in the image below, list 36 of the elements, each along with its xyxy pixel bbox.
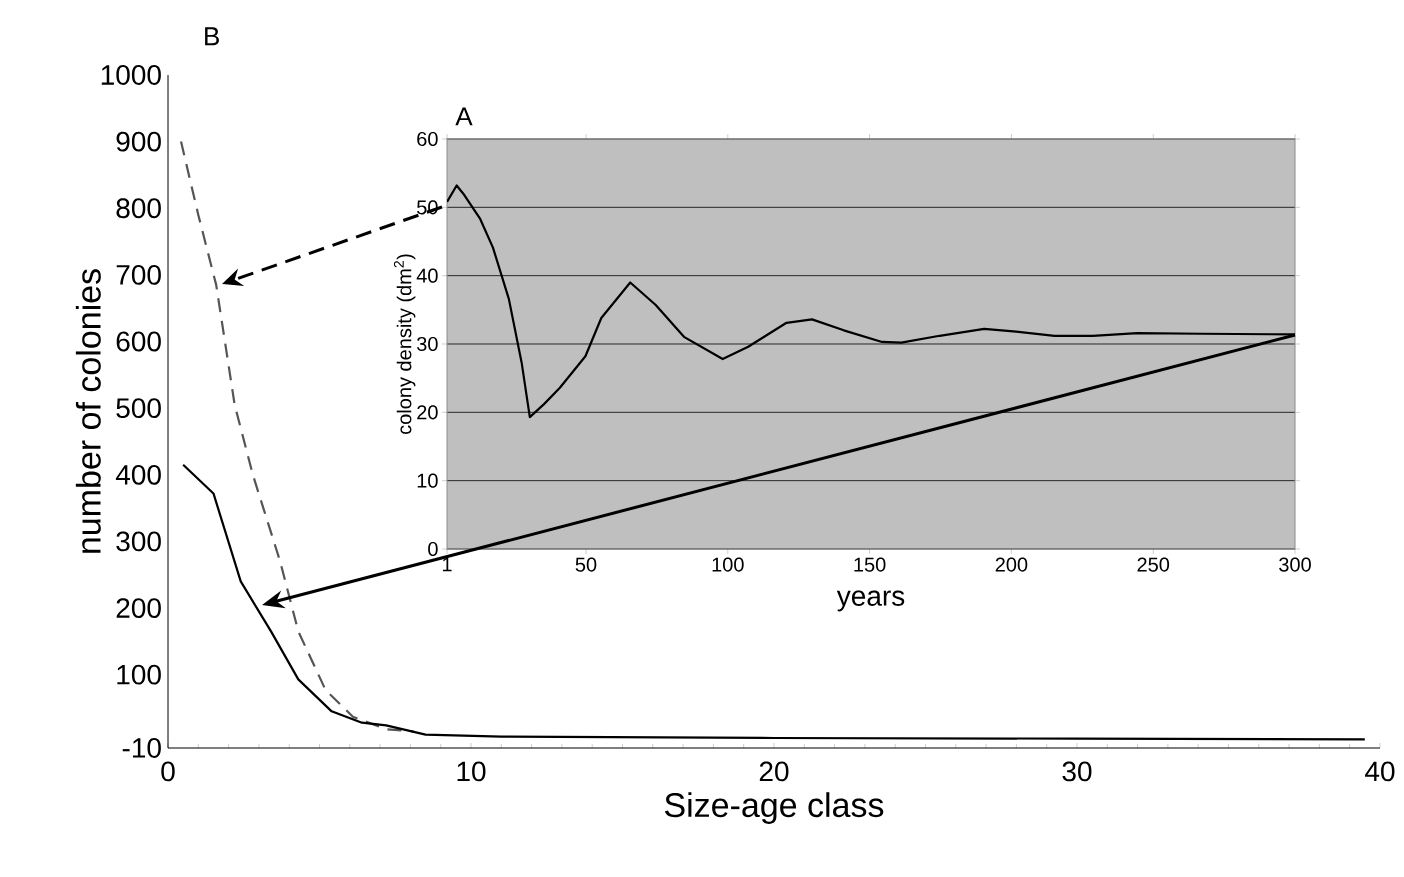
chart-title: B — [205, 27, 219, 46]
y-tick-label: 10 — [417, 473, 438, 488]
x-axis-title: years — [836, 590, 905, 612]
x-tick-label: 100 — [712, 557, 744, 572]
x-tick-label: 150 — [854, 557, 886, 572]
y-tick-label: 500 — [116, 398, 161, 419]
y-tick-label: 300 — [116, 531, 161, 552]
x-tick-label: 1 — [442, 557, 452, 572]
y-tick-label: 700 — [116, 264, 161, 285]
y-axis-title: number of colonies — [75, 269, 101, 553]
y-tick-label: 60 — [417, 131, 438, 147]
line-series — [182, 463, 1366, 741]
y-tick-label: 30 — [417, 336, 438, 352]
y-tick-label: 20 — [417, 405, 438, 420]
x-tick-label: 300 — [1279, 557, 1311, 572]
x-axis-title: Size-age class — [664, 792, 884, 824]
y-tick-label: -10 — [122, 738, 161, 758]
x-tick-label: 40 — [1365, 761, 1395, 782]
chart-title: A — [455, 107, 473, 126]
y-tick-label: 0 — [428, 541, 438, 557]
y-tick-label: 40 — [416, 268, 438, 283]
x-tick-label: 0 — [161, 761, 175, 782]
y-tick-label: 200 — [116, 598, 161, 618]
y-tick-label: 100 — [117, 664, 161, 685]
x-tick-label: 250 — [1137, 557, 1170, 572]
y-tick-label: 900 — [116, 131, 161, 152]
x-tick-label: 20 — [759, 761, 789, 782]
y-tick-label: 1000 — [101, 65, 161, 85]
y-axis-title: colony density (dm$^{2}$) — [393, 254, 416, 434]
y-tick-label: 800 — [116, 198, 161, 219]
x-tick-label: 30 — [1062, 761, 1092, 782]
x-tick-label: 10 — [457, 761, 486, 782]
x-tick-label: 50 — [575, 557, 597, 572]
y-tick-label: 400 — [115, 464, 161, 485]
y-tick-label: 600 — [116, 331, 161, 352]
x-tick-label: 200 — [995, 557, 1028, 572]
